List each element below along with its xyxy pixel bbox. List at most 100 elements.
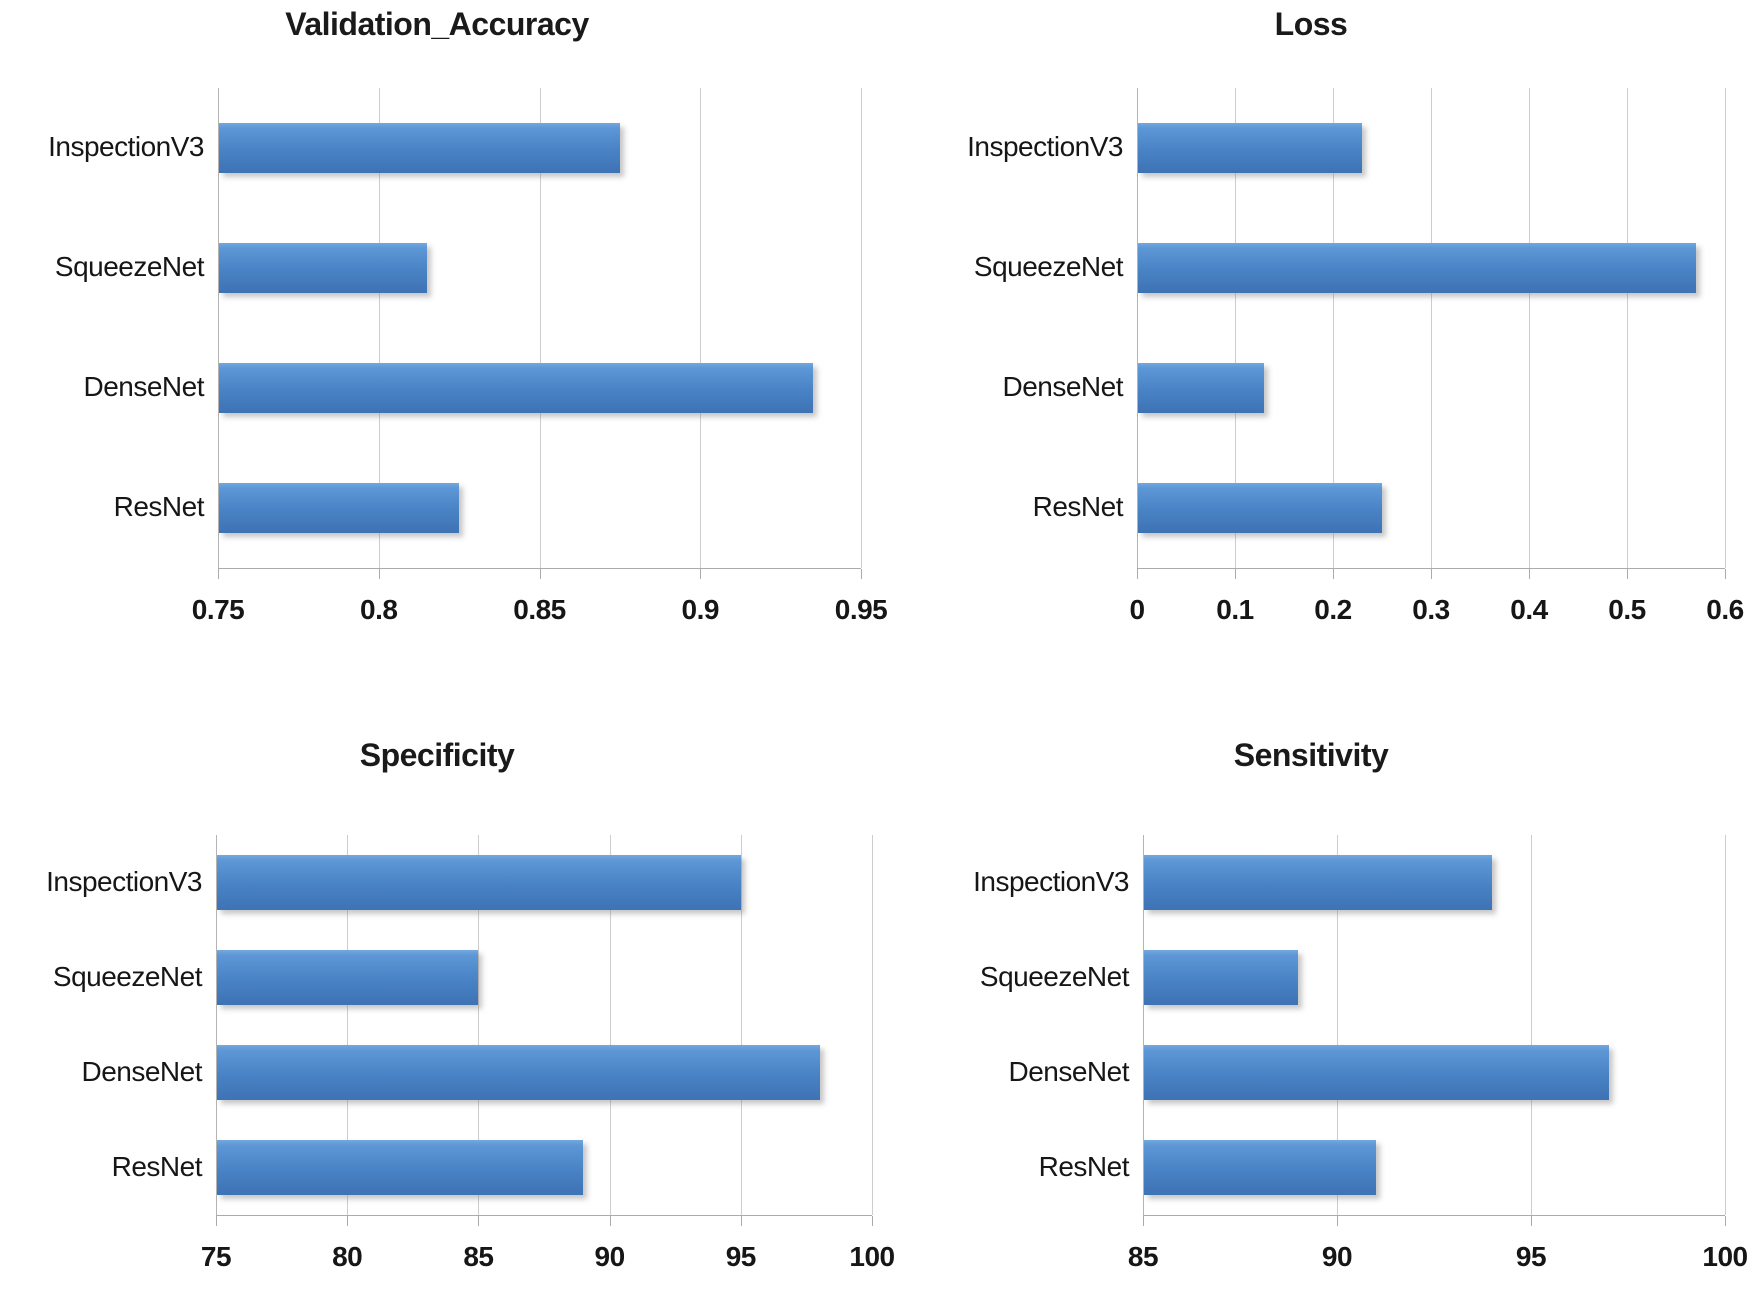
bar-densenet <box>1138 363 1264 413</box>
x-axis-tick <box>216 1216 217 1226</box>
gridline <box>378 88 380 568</box>
plot-area <box>216 835 873 1216</box>
category-label-resnet: ResNet <box>111 1151 203 1182</box>
x-axis-tick <box>1235 569 1236 579</box>
chart-specificity: Specificity 75 80 85 90 95 100 InspectionV3 Squ… <box>0 649 895 1298</box>
x-axis-tick <box>872 1216 873 1226</box>
x-axis-tick <box>1531 1216 1532 1226</box>
bar-densenet <box>219 363 813 413</box>
x-axis-tick-label: 75 <box>200 1241 232 1272</box>
bar-resnet <box>1138 483 1382 533</box>
category-label-resnet: ResNet <box>1032 491 1124 522</box>
x-axis-tick <box>1627 569 1628 579</box>
y-axis-line <box>218 88 219 568</box>
plot-area <box>1143 835 1726 1216</box>
bar-squeezenet <box>217 950 478 1005</box>
x-axis-tick-label: 0 <box>1129 594 1145 625</box>
x-axis-tick <box>218 569 219 579</box>
category-label-inspectionv3: InspectionV3 <box>967 131 1123 162</box>
bar-squeezenet <box>1144 950 1298 1005</box>
bar-resnet <box>219 483 459 533</box>
y-axis-line <box>1143 835 1144 1215</box>
chart-title-specificity: Specificity <box>359 737 515 773</box>
x-axis-tick-label: 0.95 <box>834 594 888 625</box>
x-axis-tick-label: 95 <box>725 1241 757 1272</box>
gridline <box>1725 88 1726 568</box>
x-axis-tick-label: 0.1 <box>1216 594 1254 625</box>
x-axis-tick-label: 100 <box>1702 1241 1748 1272</box>
bar-densenet <box>1144 1045 1609 1100</box>
bar-resnet <box>1144 1140 1376 1195</box>
bar-squeezenet <box>219 243 427 293</box>
x-axis-tick-label: 0.6 <box>1706 594 1744 625</box>
category-label-squeezenet: SqueezeNet <box>54 251 205 282</box>
x-axis-tick-label: 85 <box>1127 1241 1159 1272</box>
x-axis-tick-label: 0.8 <box>360 594 398 625</box>
x-axis-tick-label: 90 <box>1321 1241 1353 1272</box>
x-axis-tick <box>378 569 380 579</box>
gridline <box>861 88 862 568</box>
bar-resnet <box>217 1140 583 1195</box>
gridline <box>740 835 742 1215</box>
chart-sensitivity: Sensitivity 85 90 95 100 InspectionV3 Squeeze… <box>874 649 1748 1298</box>
x-axis-tick <box>1431 569 1432 579</box>
x-axis-tick-label: 0.9 <box>681 594 720 625</box>
gridline <box>872 835 873 1215</box>
chart-title-sensitivity: Sensitivity <box>1233 737 1389 773</box>
x-axis-tick-label: 85 <box>463 1241 494 1272</box>
bar-squeezenet <box>1138 243 1696 293</box>
x-axis-tick-label: 0.85 <box>513 594 566 625</box>
x-axis-tick <box>609 1216 611 1226</box>
x-axis-tick <box>539 569 541 579</box>
category-label-inspectionv3: InspectionV3 <box>46 866 202 897</box>
bar-inspectionv3 <box>217 855 741 910</box>
x-axis-tick-label: 100 <box>849 1241 895 1272</box>
category-label-densenet: DenseNet <box>83 371 204 402</box>
x-axis-tick <box>1725 569 1726 579</box>
x-axis-tick-label: 0.4 <box>1510 594 1548 625</box>
gridline <box>1531 835 1532 1215</box>
category-label-resnet: ResNet <box>113 491 205 522</box>
gridline <box>539 88 541 568</box>
category-label-squeezenet: SqueezeNet <box>52 961 203 992</box>
category-label-densenet: DenseNet <box>81 1056 202 1087</box>
x-axis-tick-label: 80 <box>332 1241 363 1272</box>
bar-inspectionv3 <box>219 123 620 173</box>
category-label-resnet: ResNet <box>1038 1151 1130 1182</box>
chart-title-validation-accuracy: Validation_Accuracy <box>285 6 589 42</box>
x-axis-tick-label: 0.75 <box>191 594 245 625</box>
gridline <box>1235 88 1236 568</box>
x-axis-tick <box>1137 569 1138 579</box>
x-axis-tick <box>861 569 862 579</box>
x-axis-tick <box>1529 569 1530 579</box>
category-label-inspectionv3: InspectionV3 <box>973 866 1129 897</box>
category-label-densenet: DenseNet <box>1002 371 1123 402</box>
gridline <box>1529 88 1530 568</box>
x-axis-tick-label: 0.5 <box>1608 594 1646 625</box>
gridline <box>1337 835 1338 1215</box>
gridline <box>1627 88 1628 568</box>
x-axis-tick <box>1333 569 1334 579</box>
gridline <box>1725 835 1726 1215</box>
gridline <box>609 835 611 1215</box>
chart-loss: Loss 0 0.1 0.2 0.3 0.4 0.5 0.6 InspectionV3 Sque… <box>874 0 1748 649</box>
bar-inspectionv3 <box>1138 123 1362 173</box>
x-axis-tick <box>1725 1216 1726 1226</box>
gridline <box>700 88 702 568</box>
x-axis-tick-label: 0.2 <box>1314 594 1352 625</box>
x-axis-tick-label: 90 <box>594 1241 626 1272</box>
bar-densenet <box>217 1045 820 1100</box>
y-axis-line <box>1137 88 1138 568</box>
chart-title-loss: Loss <box>1274 6 1348 42</box>
plot-area <box>218 88 862 569</box>
x-axis-tick-label: 95 <box>1515 1241 1547 1272</box>
category-label-densenet: DenseNet <box>1008 1056 1129 1087</box>
x-axis-tick <box>1143 1216 1144 1226</box>
x-axis-tick <box>700 569 702 579</box>
category-label-inspectionv3: InspectionV3 <box>48 131 204 162</box>
x-axis-tick-label: 0.3 <box>1412 594 1450 625</box>
plot-area <box>1137 88 1726 569</box>
bar-inspectionv3 <box>1144 855 1492 910</box>
x-axis-tick <box>347 1216 349 1226</box>
